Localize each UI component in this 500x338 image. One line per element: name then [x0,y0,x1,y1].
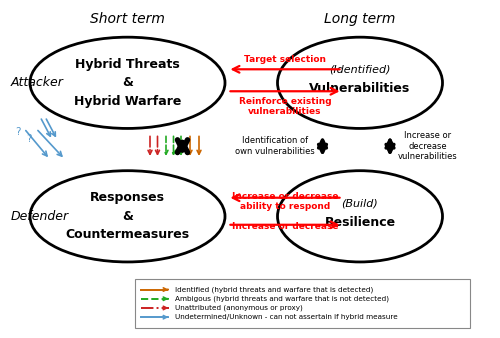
Text: Attacker: Attacker [11,76,64,89]
Text: Ambigous (hybrid threats and warfare that is not detected): Ambigous (hybrid threats and warfare tha… [174,295,388,302]
Text: ?: ? [26,134,31,144]
Ellipse shape [30,37,225,128]
Ellipse shape [30,171,225,262]
Text: Increase or
decrease
vulnerabilities: Increase or decrease vulnerabilities [398,131,457,161]
Text: Resilience: Resilience [324,216,396,229]
Text: Undetermined/Unknown - can not assertain if hybrid measure: Undetermined/Unknown - can not assertain… [174,314,397,320]
Text: Increase or decrease
ability to respond: Increase or decrease ability to respond [232,192,338,211]
Ellipse shape [278,37,442,128]
Text: Countermeasures: Countermeasures [66,228,190,241]
Text: Hybrid Warfare: Hybrid Warfare [74,95,181,108]
Ellipse shape [278,171,442,262]
Text: Identified (hybrid threats and warfare that is detected): Identified (hybrid threats and warfare t… [174,286,373,293]
Text: Hybrid Threats: Hybrid Threats [75,58,180,71]
Text: (Build): (Build) [342,198,378,209]
Text: Reinforce existing
vulnerabilities: Reinforce existing vulnerabilities [238,97,332,116]
Text: Target selection: Target selection [244,55,326,64]
Text: (Identified): (Identified) [329,65,391,75]
Text: Defender: Defender [11,210,69,223]
Text: Short term: Short term [90,12,165,26]
Text: Increase or decrease: Increase or decrease [232,221,338,231]
Text: ?: ? [15,127,20,137]
Text: &: & [122,76,133,89]
Text: Vulnerabilities: Vulnerabilities [310,82,410,95]
Text: &: & [122,210,133,223]
Text: Unattributed (anonymous or proxy): Unattributed (anonymous or proxy) [174,305,302,311]
Text: Long term: Long term [324,12,396,26]
FancyBboxPatch shape [135,279,470,328]
Text: Responses: Responses [90,191,165,204]
Text: Identification of
own vulnerabilities: Identification of own vulnerabilities [236,137,315,156]
